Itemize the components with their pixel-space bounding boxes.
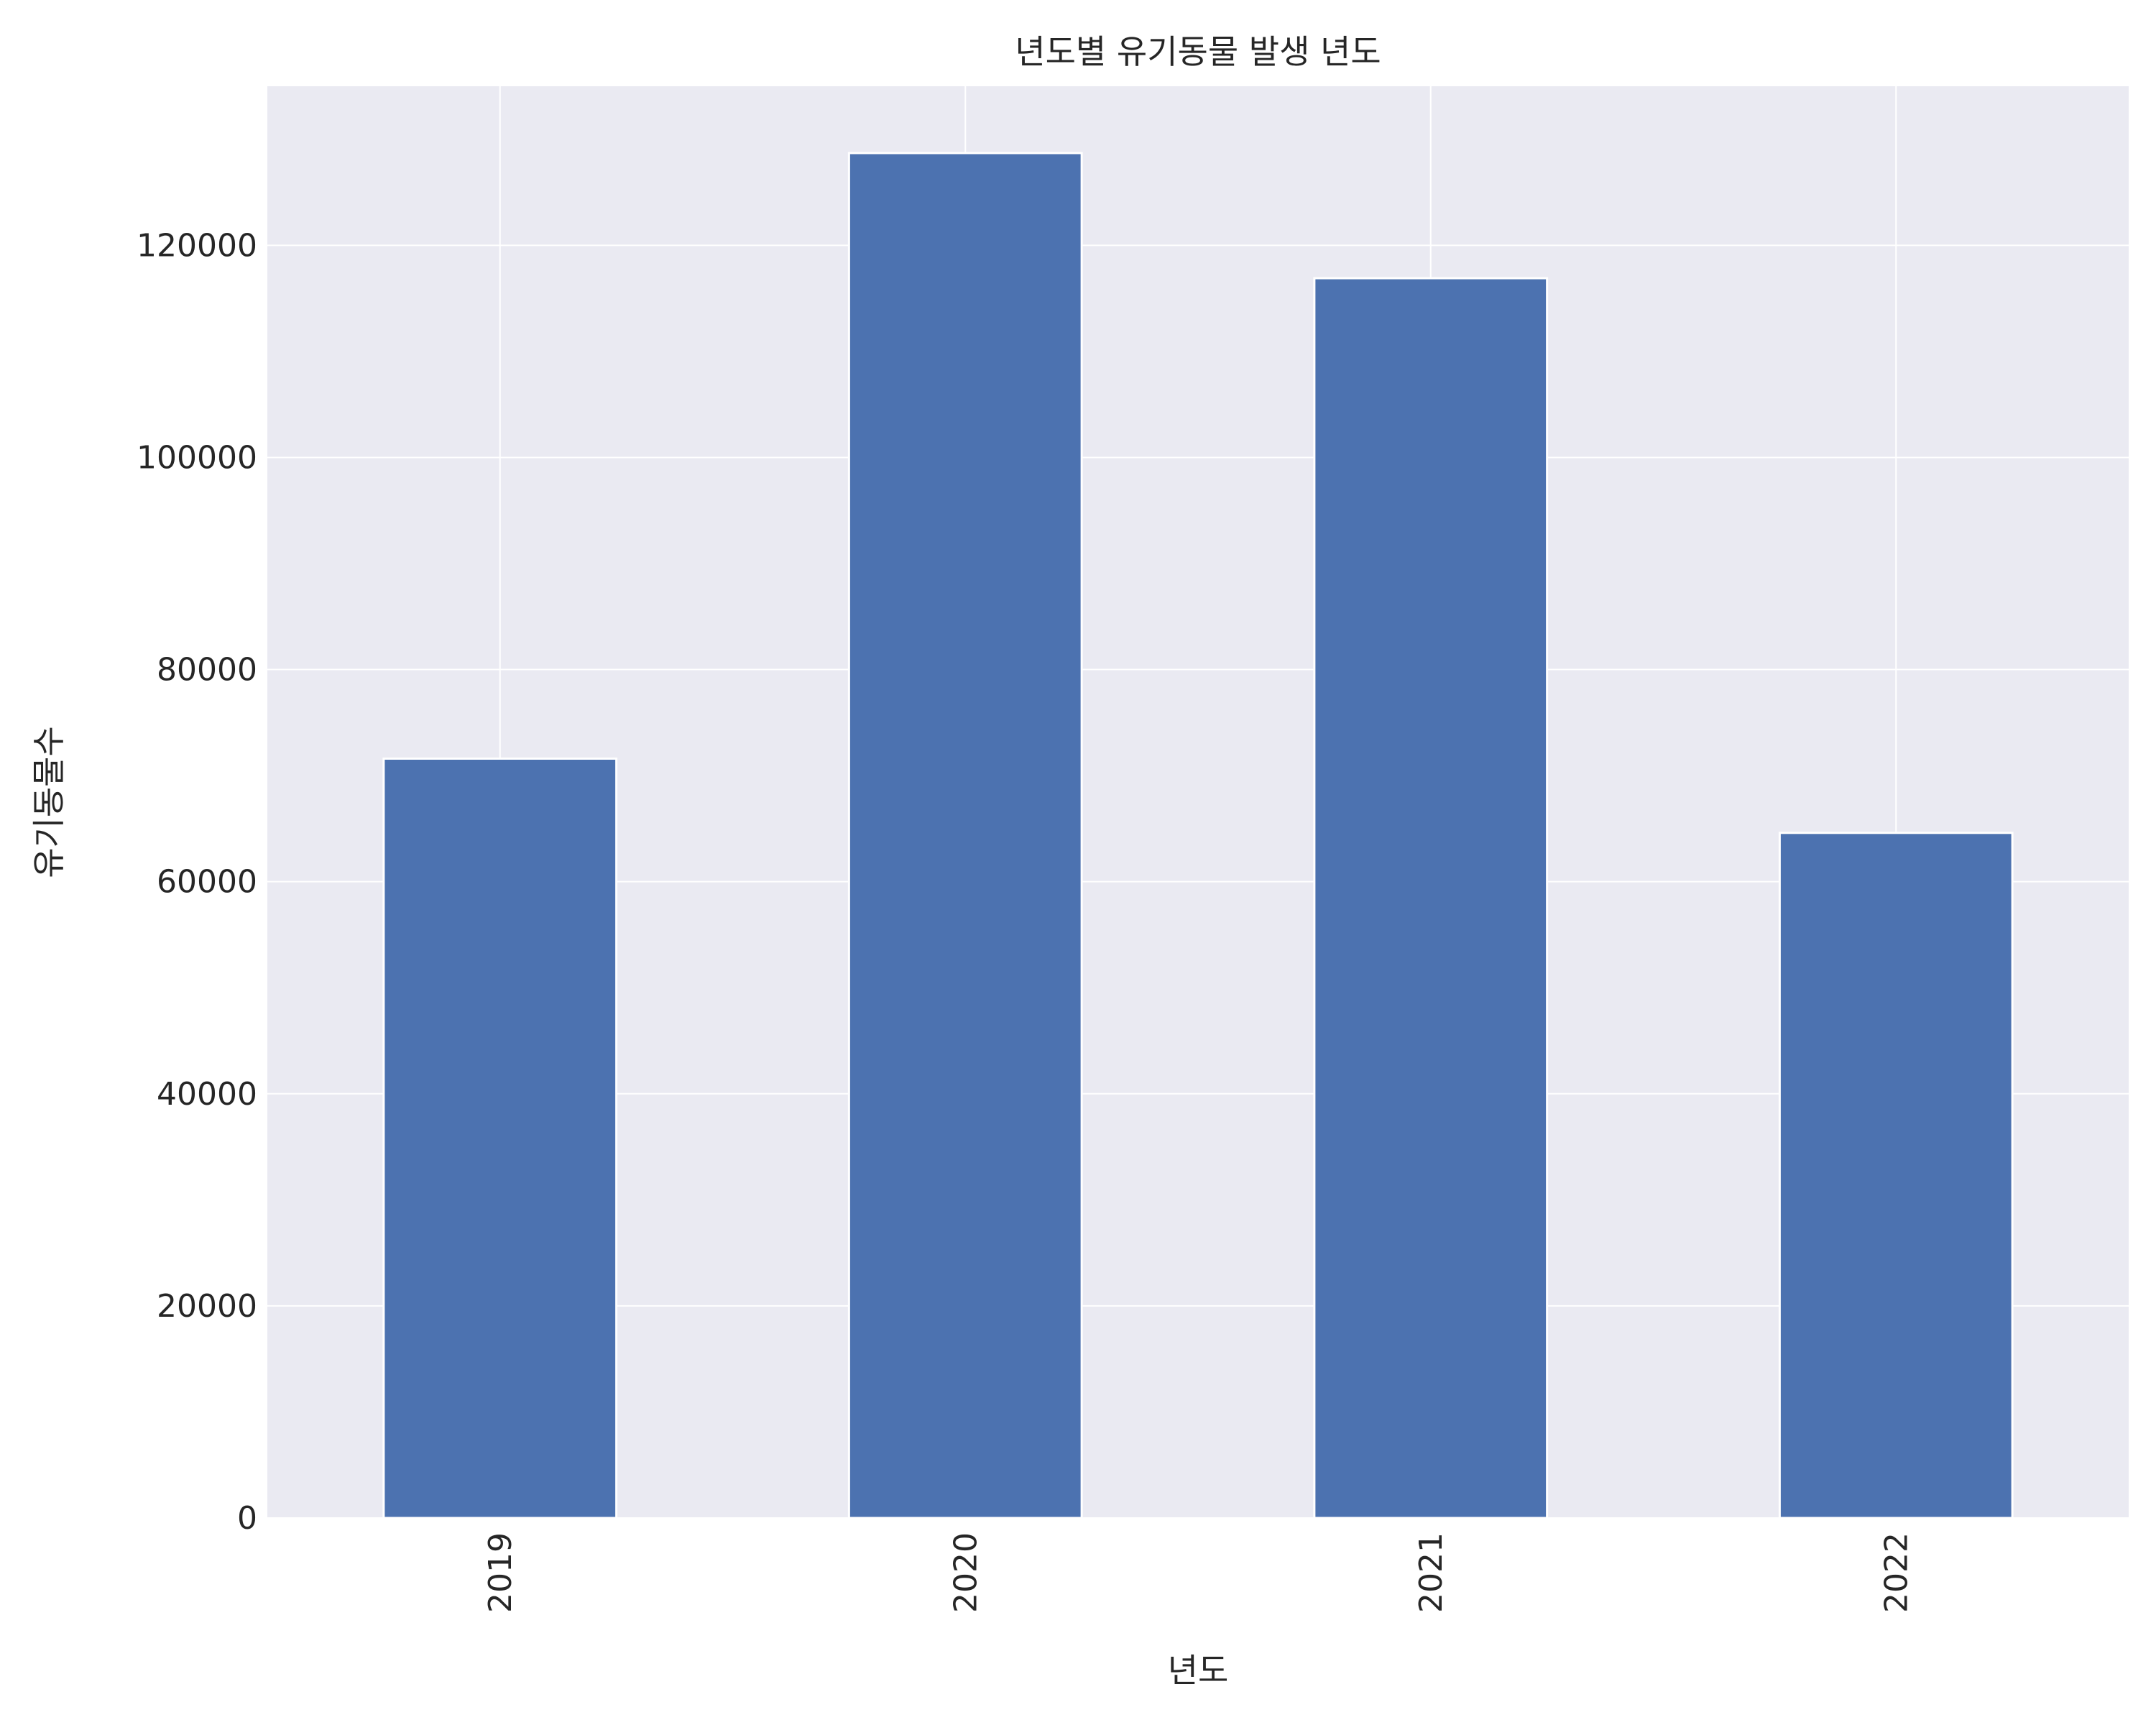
x-tick-label: 2019 (482, 1532, 519, 1613)
y-tick-labels: 0 20000 40000 60000 80000 100000 120000 (137, 227, 257, 1537)
bar-2019 (384, 759, 617, 1518)
y-tick-label: 60000 (157, 864, 257, 901)
y-tick-label: 120000 (137, 227, 257, 264)
y-tick-label: 0 (237, 1500, 257, 1537)
y-tick-label: 100000 (137, 439, 257, 476)
y-axis-title: 유기동물수 (29, 726, 68, 878)
bar-2022 (1779, 833, 2012, 1518)
x-tick-label: 2022 (1878, 1532, 1915, 1613)
x-tick-label: 2021 (1413, 1532, 1450, 1613)
bar-2021 (1314, 278, 1547, 1518)
x-tick-labels: 2019 2020 2021 2022 (482, 1532, 1915, 1613)
chart-title: 년도별 유기동물 발생 년도 (1015, 32, 1381, 71)
x-tick-label: 2020 (947, 1532, 984, 1613)
y-tick-label: 40000 (157, 1076, 257, 1113)
bar-2020 (849, 153, 1082, 1518)
y-tick-label: 80000 (157, 652, 257, 689)
x-axis-title: 년도 (1168, 1651, 1229, 1690)
y-tick-label: 20000 (157, 1288, 257, 1325)
